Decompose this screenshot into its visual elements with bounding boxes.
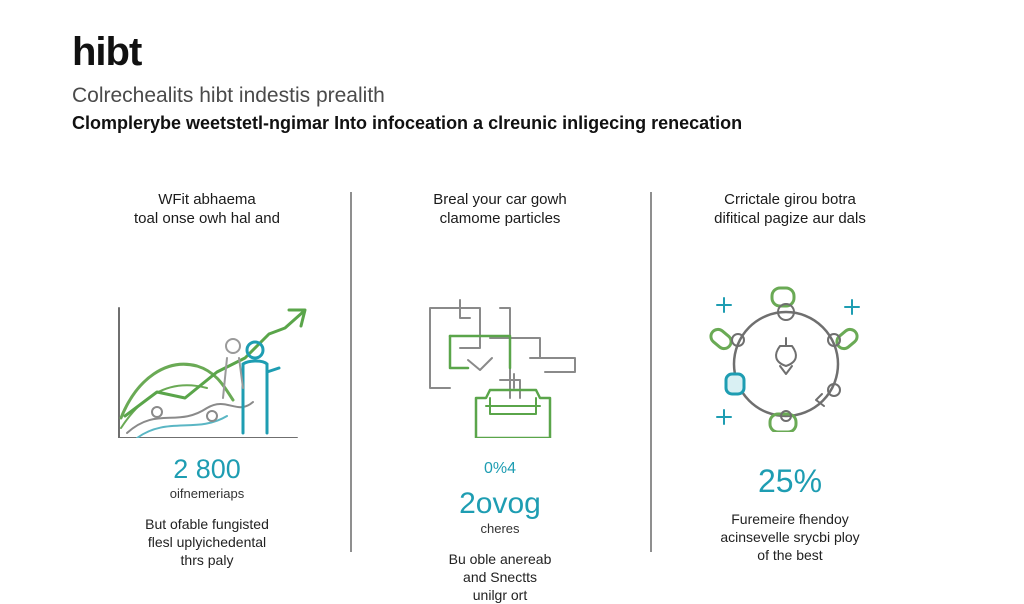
column-heading: Breal your car gowh clamome particles bbox=[350, 190, 650, 230]
feature-column-particles: Breal your car gowh clamome particles 0 bbox=[350, 190, 650, 604]
stat-label: cheres bbox=[480, 521, 520, 536]
description-line: Bu oble anereab bbox=[448, 551, 552, 567]
description-line: of the best bbox=[757, 547, 823, 563]
page-subtitle: Colrechealits hibt indestis prealith bbox=[72, 84, 385, 107]
column-description: Furemeire fhendoy acinsevelle srycbi plo… bbox=[640, 510, 940, 564]
stat-value: 0%4 2ovog bbox=[350, 454, 650, 519]
feature-column-cycle: Crrictale girou botra difitical pagize a… bbox=[640, 190, 940, 564]
page-tagline: Clomplerybe weetstetl-ngimar Into infoce… bbox=[72, 113, 743, 133]
feature-column-growth: WFit abhaema toal onse owh hal and bbox=[57, 190, 357, 569]
column-description: But ofable fungisted flesl uplyichedenta… bbox=[57, 515, 357, 569]
description-line: thrs paly bbox=[180, 552, 234, 568]
stat-value: 25% bbox=[757, 463, 823, 499]
column-heading-line: Breal your car gowh bbox=[433, 191, 567, 208]
description-line: and Snectts bbox=[463, 569, 537, 585]
description-line: flesl uplyichedental bbox=[147, 534, 267, 550]
brand-logo: hibt bbox=[72, 30, 142, 74]
column-heading: WFit abhaema toal onse owh hal and bbox=[57, 190, 357, 230]
column-description: Bu oble anereab and Snectts unilgr ort bbox=[350, 550, 650, 604]
column-heading-line: difitical pagize aur dals bbox=[714, 210, 866, 227]
stat-superscript: 0%4 bbox=[483, 460, 517, 477]
stat-value: 2 800 bbox=[173, 454, 241, 484]
circuit-box-icon bbox=[350, 240, 650, 440]
column-divider-2 bbox=[650, 192, 652, 552]
column-heading-line: clamome particles bbox=[439, 210, 561, 227]
cycle-gear-icon bbox=[640, 240, 940, 440]
growth-chart-person-icon bbox=[57, 240, 357, 440]
column-heading-line: WFit abhaema bbox=[158, 191, 256, 208]
description-line: unilgr ort bbox=[472, 587, 528, 603]
column-heading: Crrictale girou botra difitical pagize a… bbox=[640, 190, 940, 230]
column-heading-line: toal onse owh hal and bbox=[134, 210, 280, 227]
column-divider-1 bbox=[350, 192, 352, 552]
stat-label: oifnemeriaps bbox=[169, 486, 245, 501]
description-line: Furemeire fhendoy bbox=[731, 511, 849, 527]
description-line: acinsevelle srycbi ploy bbox=[720, 529, 860, 545]
stat-value-text: 2ovog bbox=[459, 487, 541, 520]
description-line: But ofable fungisted bbox=[145, 516, 269, 532]
column-heading-line: Crrictale girou botra bbox=[724, 191, 856, 208]
